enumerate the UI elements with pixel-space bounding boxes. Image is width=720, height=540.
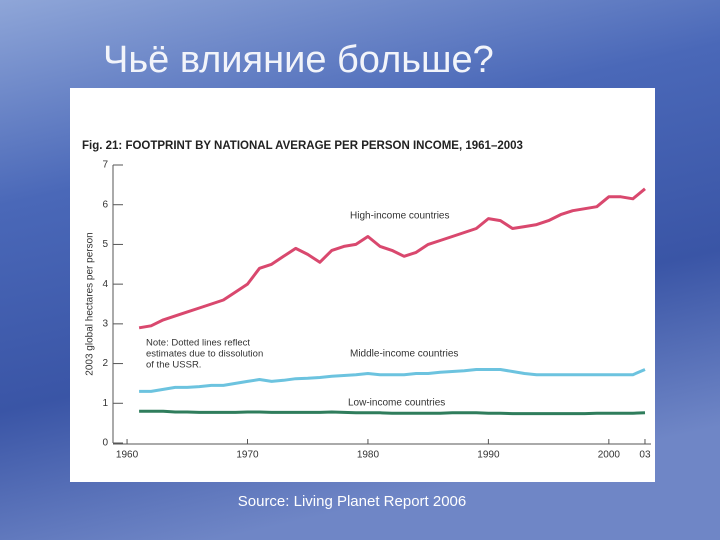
note: estimates due to dissolution <box>146 349 263 360</box>
x-tick-label: 03 <box>639 450 651 461</box>
series-label: Low-income countries <box>348 398 445 409</box>
note: of the USSR. <box>146 360 201 371</box>
x-tick-label: 1970 <box>236 450 259 461</box>
x-tick-label: 1990 <box>477 450 500 461</box>
chart-title: Fig. 21: FOOTPRINT BY NATIONAL AVERAGE P… <box>82 140 523 152</box>
x-tick-label: 1960 <box>116 450 139 461</box>
y-tick-label: 4 <box>102 279 108 290</box>
source: Source: Living Planet Report 2006 <box>238 493 466 510</box>
y-tick-label: 3 <box>102 318 108 329</box>
series-line <box>139 409 646 416</box>
chart-panel <box>70 88 655 482</box>
y-tick-label: 7 <box>102 160 108 171</box>
y-tick-label: 1 <box>102 398 108 409</box>
slide-title: Чьё влияние больше? <box>103 39 494 81</box>
y-tick-label: 2 <box>102 358 108 369</box>
x-tick-label: 1980 <box>357 450 380 461</box>
y-tick-label: 0 <box>102 438 108 449</box>
y-tick-label: 6 <box>102 199 108 210</box>
note: Note: Dotted lines reflect <box>146 338 250 349</box>
y-axis-label: 2003 global hectares per person <box>85 232 96 375</box>
series-line <box>139 368 646 393</box>
y-tick-label: 5 <box>102 239 108 250</box>
series-label: Middle-income countries <box>350 349 458 360</box>
series-line <box>138 187 646 330</box>
x-tick-label: 2000 <box>598 450 621 461</box>
series-label: High-income countries <box>350 211 450 222</box>
